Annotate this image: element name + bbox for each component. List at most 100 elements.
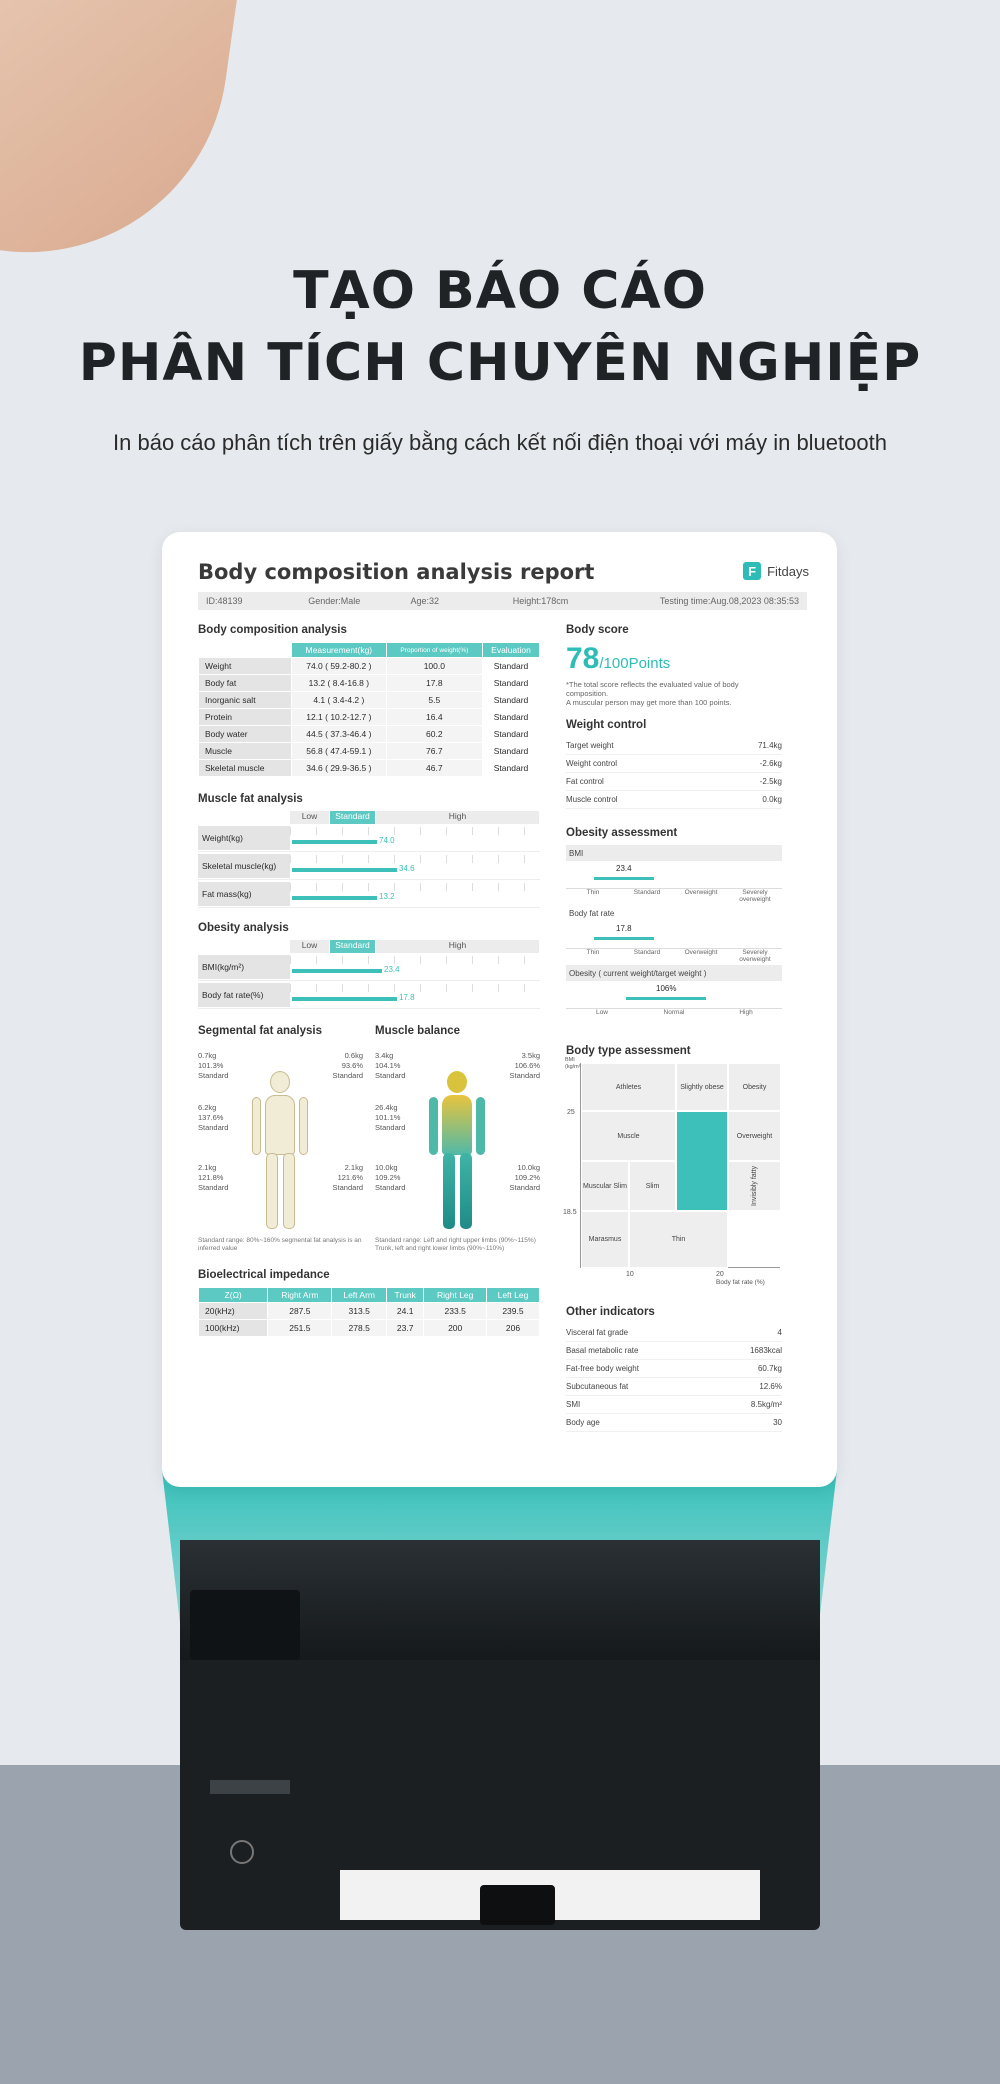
cell-slim: Slim	[629, 1161, 676, 1211]
row-evaluation: Standard	[482, 759, 540, 777]
seg-right-leg: 2.1kg 121.6% Standard	[332, 1163, 363, 1192]
hand-photo	[0, 0, 240, 279]
bar-fill	[292, 895, 377, 900]
brand: F Fitdays	[743, 562, 809, 580]
bar-value: 17.8	[399, 992, 415, 1002]
level-low: Low	[290, 811, 330, 824]
obesity-analysis-bars: Low Standard High BMI(kg/m²) 23.4 Body fat…	[198, 940, 540, 1009]
impedance-cell: 20(kHz)	[197, 1302, 269, 1320]
level-standard: Standard	[330, 940, 376, 953]
composition-row: Muscle 56.8 ( 47.4-59.1 ) 76.7 Standard	[197, 742, 540, 760]
impedance-row: 20(kHz) 287.5 313.5 24.1 233.5 239.5	[197, 1302, 541, 1320]
weight-control-list: Target weight 71.4kg Weight control -2.6kg F…	[566, 737, 782, 809]
cell-muscular-slim: Muscular Slim	[581, 1161, 629, 1211]
bar-label: Fat mass(kg)	[198, 881, 290, 906]
list-item: Weight control -2.6kg	[566, 755, 782, 773]
item-key: Visceral fat grade	[566, 1328, 629, 1337]
composition-header: Proportion of weight(%)	[385, 642, 484, 658]
item-value: 30	[773, 1418, 782, 1427]
row-measure: 44.5 ( 37.3-46.4 )	[291, 725, 387, 743]
report-left-column: Body composition analysis Measurement(kg…	[197, 624, 541, 1432]
composition-row: Weight 74.0 ( 59.2-80.2 ) 100.0 Standard	[197, 657, 540, 675]
impedance-cell: 287.5	[267, 1302, 333, 1320]
row-label: Inorganic salt	[197, 691, 293, 709]
seg-left-leg: 2.1kg 121.8% Standard	[198, 1163, 229, 1192]
body-type-grid: BMI (kg/m²) 25 18.5 10 20 Body fat rate …	[563, 1057, 781, 1286]
item-key: SMI	[566, 1400, 581, 1409]
bar-value: 34.6	[399, 863, 415, 873]
segmental-title: Segmental fat analysis	[198, 1025, 322, 1037]
bal-left-arm: 3.4kg 104.1% Standard	[375, 1051, 406, 1080]
impedance-header: Left Arm	[331, 1287, 387, 1303]
item-key: Target weight	[566, 741, 614, 750]
brand-name: Fitdays	[767, 563, 809, 579]
obesity-fat-rate: Body fat rate 17.8 Thin Standard Overweigh…	[566, 905, 782, 963]
body-score: 78/100Points	[566, 642, 671, 675]
cell-muscle: Muscle	[581, 1111, 676, 1161]
row-proportion: 60.2	[385, 725, 484, 743]
obesity-ratio: Obesity ( current weight/target weight )…	[566, 965, 782, 1021]
fitdays-logo-icon: F	[743, 562, 762, 580]
body-type-x-label: Body fat rate (%)	[716, 1279, 765, 1286]
printer-label-slot	[210, 1780, 290, 1794]
level-standard: Standard	[330, 811, 376, 824]
row-evaluation: Standard	[482, 674, 540, 692]
item-value: 1683kcal	[749, 1346, 782, 1355]
impedance-title: Bioelectrical impedance	[198, 1269, 330, 1281]
muscle-fat-bars: Low Standard High Weight(kg) 74.0 Skeletal…	[198, 811, 540, 908]
list-item: Visceral fat grade 4	[566, 1324, 782, 1342]
item-value: 8.5kg/m²	[750, 1400, 782, 1409]
row-measure: 4.1 ( 3.4-4.2 )	[291, 691, 387, 709]
cell-standard-highlight	[676, 1111, 728, 1211]
item-value: -2.5kg	[759, 777, 782, 786]
row-label: Body water	[197, 725, 293, 743]
row-proportion: 46.7	[385, 759, 484, 777]
bar-fill	[292, 867, 397, 872]
level-low: Low	[290, 940, 330, 953]
bar-label: Weight(kg)	[198, 825, 290, 850]
composition-row: Skeletal muscle 34.6 ( 29.9-36.5 ) 46.7 Sta…	[197, 759, 540, 777]
composition-table: Measurement(kg) Proportion of weight(%) …	[197, 642, 540, 777]
report-card: Body composition analysis report F Fitda…	[162, 532, 837, 1487]
bar-fill	[292, 968, 382, 973]
list-item: Basal metabolic rate 1683kcal	[566, 1342, 782, 1360]
row-proportion: 76.7	[385, 742, 484, 760]
other-indicators-title: Other indicators	[566, 1306, 655, 1318]
bar-track: 17.8	[290, 983, 540, 1007]
item-key: Muscle control	[566, 795, 618, 804]
obesity-bmi: BMI 23.4 Thin Standard Overweight Severely …	[566, 845, 782, 903]
bar-label: BMI(kg/m²)	[198, 954, 290, 979]
list-item: Target weight 71.4kg	[566, 737, 782, 755]
cell-invisibly-fatty: Invisibly fatty	[728, 1161, 781, 1211]
body-score-note-2: A muscular person may get more than 100 …	[566, 698, 732, 707]
impedance-cell: 206	[485, 1319, 541, 1337]
composition-row: Protein 12.1 ( 10.2-12.7 ) 16.4 Standard	[197, 708, 540, 726]
item-value: 12.6%	[759, 1382, 782, 1391]
item-key: Body age	[566, 1418, 600, 1427]
list-item: SMI 8.5kg/m²	[566, 1396, 782, 1414]
composition-row: Inorganic salt 4.1 ( 3.4-4.2 ) 5.5 Standard	[197, 691, 540, 709]
bar-row: Weight(kg) 74.0	[198, 824, 540, 852]
bar-fill	[292, 839, 377, 844]
weight-control-title: Weight control	[566, 719, 647, 731]
cell-thin: Thin	[629, 1211, 728, 1268]
bar-label: Body fat rate(%)	[198, 982, 290, 1007]
impedance-row: 100(kHz) 251.5 278.5 23.7 200 206	[197, 1319, 541, 1337]
fat-body-figure-icon	[248, 1071, 313, 1231]
headline: TẠO BÁO CÁO PHÂN TÍCH CHUYÊN NGHIỆP	[0, 255, 1000, 399]
bar-track: 13.2	[290, 882, 540, 906]
row-label: Body fat	[197, 674, 293, 692]
list-item: Body age 30	[566, 1414, 782, 1432]
item-value: 4	[777, 1328, 782, 1337]
cell-overweight: Overweight	[728, 1111, 781, 1161]
info-height: Height:178cm	[512, 596, 569, 606]
level-high: High	[376, 811, 540, 824]
row-measure: 12.1 ( 10.2-12.7 )	[291, 708, 387, 726]
impedance-cell: 100(kHz)	[197, 1319, 269, 1337]
composition-header: Evaluation	[482, 642, 540, 658]
row-label: Muscle	[197, 742, 293, 760]
y-tick: 25	[567, 1109, 575, 1116]
impedance-cell: 313.5	[331, 1302, 387, 1320]
obesity-analysis-title: Obesity analysis	[198, 922, 289, 934]
item-key: Basal metabolic rate	[566, 1346, 639, 1355]
